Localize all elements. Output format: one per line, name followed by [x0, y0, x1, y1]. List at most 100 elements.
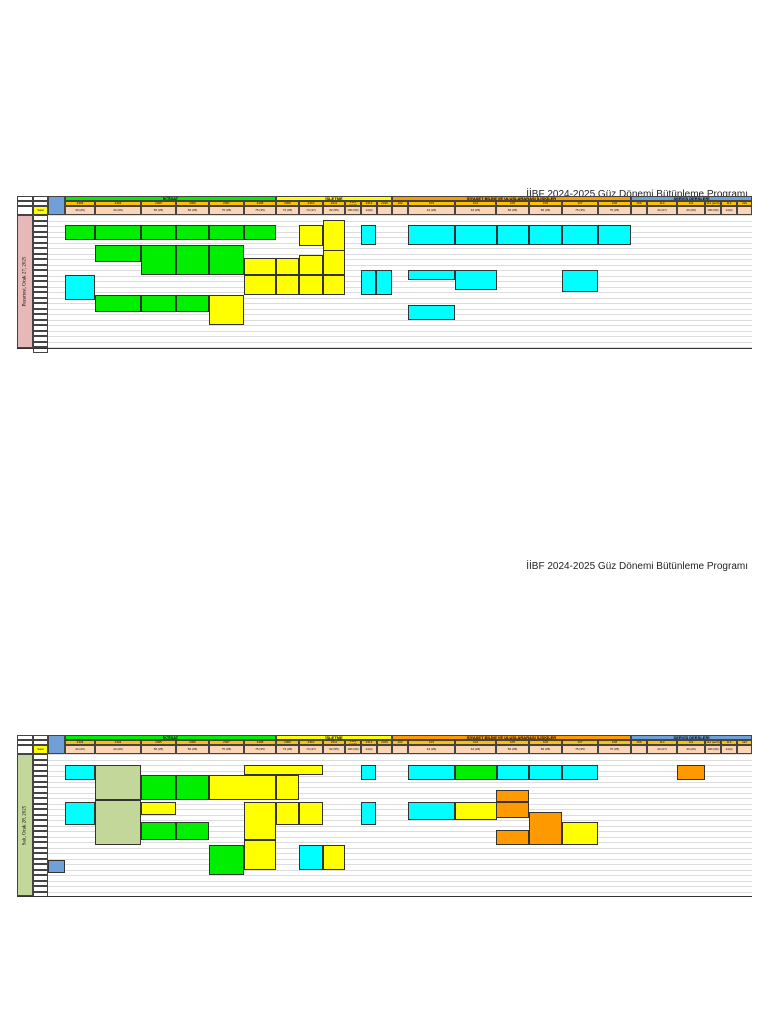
- exam-block[interactable]: [408, 765, 455, 780]
- exam-block[interactable]: [361, 802, 376, 825]
- room-capacity: 44 (26): [65, 745, 95, 754]
- exam-block[interactable]: [323, 845, 345, 870]
- time-slot: [33, 875, 48, 881]
- exam-block[interactable]: [408, 225, 455, 245]
- grid-line: [48, 781, 752, 783]
- exam-block[interactable]: [244, 802, 276, 840]
- exam-block[interactable]: [209, 295, 244, 325]
- group-header: İKTİSAT: [65, 196, 276, 201]
- time-slot: [33, 303, 48, 309]
- exam-block[interactable]: [529, 812, 562, 845]
- time-slot: [33, 820, 48, 826]
- room-number: 2311: [323, 201, 345, 206]
- exam-block[interactable]: [65, 275, 95, 300]
- room-capacity: 44 (27): [647, 206, 677, 215]
- exam-block[interactable]: [95, 245, 141, 262]
- grid-line: [48, 314, 752, 315]
- exam-block[interactable]: [209, 225, 244, 240]
- exam-block[interactable]: [244, 275, 276, 295]
- exam-block[interactable]: [176, 245, 209, 275]
- exam-block[interactable]: [361, 225, 376, 245]
- exam-block[interactable]: [529, 765, 562, 780]
- exam-block[interactable]: [65, 765, 95, 780]
- exam-block[interactable]: [323, 275, 345, 295]
- exam-block[interactable]: [95, 765, 141, 800]
- exam-block[interactable]: [141, 295, 176, 312]
- exam-block[interactable]: [677, 765, 705, 780]
- exam-block[interactable]: [496, 802, 529, 818]
- exam-block[interactable]: [65, 225, 95, 240]
- exam-block[interactable]: [276, 275, 299, 295]
- exam-block[interactable]: [244, 225, 276, 240]
- exam-block[interactable]: [455, 765, 497, 780]
- exam-block[interactable]: [408, 802, 455, 820]
- exam-block[interactable]: [496, 790, 529, 802]
- exam-block[interactable]: [299, 275, 323, 295]
- room-number: 112 (amfi): [705, 201, 721, 206]
- exam-block[interactable]: [95, 225, 141, 240]
- exam-block[interactable]: [562, 270, 598, 292]
- time-slot: [33, 787, 48, 793]
- exam-block[interactable]: [299, 845, 323, 870]
- exam-block[interactable]: [299, 255, 323, 275]
- exam-block[interactable]: [529, 225, 562, 245]
- room-number: 2309: [276, 201, 299, 206]
- exam-block[interactable]: [323, 250, 345, 275]
- exam-block[interactable]: [408, 270, 455, 280]
- exam-block[interactable]: [95, 800, 141, 845]
- room-number: 2316: [377, 740, 392, 745]
- exam-block[interactable]: [562, 765, 598, 780]
- time-slot: [33, 281, 48, 287]
- exam-block[interactable]: [176, 225, 209, 240]
- exam-block[interactable]: [48, 860, 65, 873]
- room-number: 107: [562, 740, 598, 745]
- exam-block[interactable]: [176, 822, 209, 840]
- exam-block[interactable]: [209, 845, 244, 875]
- exam-block[interactable]: [141, 245, 176, 275]
- exam-block[interactable]: [361, 270, 376, 295]
- time-slot: [33, 776, 48, 782]
- grid-line: [48, 798, 752, 799]
- blank-cell: [33, 201, 48, 206]
- exam-block[interactable]: [376, 270, 392, 295]
- exam-block[interactable]: [455, 225, 497, 245]
- exam-block[interactable]: [244, 258, 276, 275]
- room-capacity: 75 (35): [562, 206, 598, 215]
- exam-block[interactable]: [244, 765, 323, 775]
- time-slot: [33, 858, 48, 864]
- blank-cell: [33, 196, 48, 201]
- exam-block[interactable]: [361, 765, 376, 780]
- exam-block[interactable]: [299, 225, 323, 246]
- exam-block[interactable]: [141, 775, 176, 800]
- exam-block[interactable]: [141, 802, 176, 815]
- exam-block[interactable]: [176, 295, 209, 312]
- exam-block[interactable]: [276, 258, 299, 275]
- room-capacity: 75 (35): [209, 206, 244, 215]
- room-number: 2312 (amfi): [345, 201, 361, 206]
- exam-block[interactable]: [497, 765, 529, 780]
- exam-block[interactable]: [141, 822, 176, 840]
- exam-block[interactable]: [244, 840, 276, 870]
- exam-block[interactable]: [209, 245, 244, 275]
- exam-block[interactable]: [496, 830, 529, 845]
- exam-block[interactable]: [408, 305, 455, 320]
- exam-block[interactable]: [176, 775, 209, 800]
- exam-block[interactable]: [209, 775, 276, 800]
- time-slot: [33, 226, 48, 232]
- exam-block[interactable]: [562, 822, 598, 845]
- exam-block[interactable]: [497, 225, 529, 245]
- exam-block[interactable]: [455, 270, 497, 290]
- grid-line: [48, 853, 752, 854]
- room-number: 106: [529, 740, 562, 745]
- exam-block[interactable]: [562, 225, 598, 245]
- exam-block[interactable]: [276, 802, 299, 825]
- exam-block[interactable]: [299, 802, 323, 825]
- exam-block[interactable]: [65, 802, 95, 825]
- exam-block[interactable]: [141, 225, 176, 240]
- exam-block[interactable]: [95, 295, 141, 312]
- grid-line: [48, 270, 752, 271]
- exam-block[interactable]: [598, 225, 631, 245]
- exam-block[interactable]: [276, 775, 299, 800]
- grid-line: [48, 248, 752, 249]
- exam-block[interactable]: [455, 802, 497, 820]
